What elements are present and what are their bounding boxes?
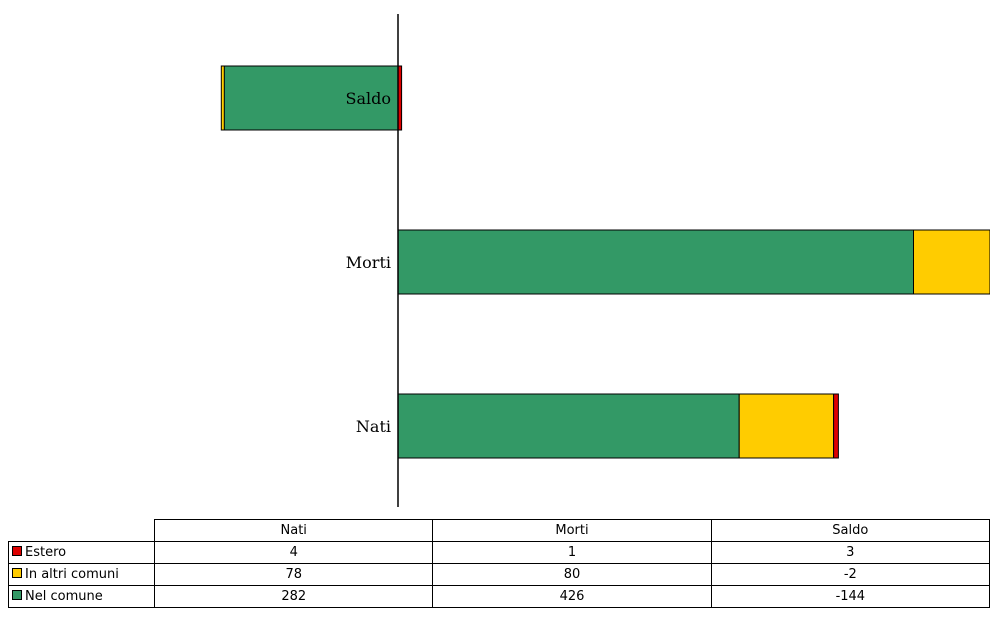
bar-morti-nel-comune — [397, 229, 914, 295]
row-header-estero: Estero — [7, 541, 156, 564]
bar-chart: Nati Morti Saldo — [220, 14, 990, 507]
legend-swatch-estero — [12, 546, 22, 556]
category-labels: Nati Morti Saldo — [346, 89, 392, 436]
table-row: In altri comuni 78 80 -2 — [7, 563, 990, 586]
legend-swatch-nel-comune — [12, 590, 22, 600]
column-header-morti: Morti — [432, 519, 712, 542]
category-label-nati: Nati — [356, 417, 391, 436]
table-row: Nel comune 282 426 -144 — [7, 585, 990, 608]
row-header-in-altri-comuni: In altri comuni — [7, 563, 156, 586]
table-cell: -2 — [710, 563, 990, 586]
category-label-morti: Morti — [346, 253, 391, 272]
bar-nati-nel-comune — [397, 393, 740, 459]
bar-saldo-in-altri-comuni — [220, 65, 225, 131]
table-row: Estero 4 1 3 — [7, 541, 990, 564]
table-cell: 80 — [432, 563, 712, 586]
legend-swatch-in-altri-comuni — [12, 568, 22, 578]
bar-nati-in-altri-comuni — [738, 393, 835, 459]
table-header-row: Nati Morti Saldo — [8, 519, 990, 542]
table-cell: -144 — [710, 585, 990, 608]
bar-saldo-nel-comune — [223, 65, 399, 131]
column-header-nati: Nati — [154, 519, 434, 542]
bars-layer — [220, 65, 990, 459]
table-cell: 4 — [154, 541, 434, 564]
bar-morti-in-altri-comuni — [913, 229, 990, 295]
table-cell: 282 — [154, 585, 434, 608]
table-corner-cell — [8, 519, 156, 542]
data-table: Nati Morti Saldo Estero 4 1 3 In altri c… — [7, 519, 990, 608]
table-cell: 426 — [432, 585, 712, 608]
row-label: Estero — [25, 545, 67, 560]
table-cell: 3 — [710, 541, 990, 564]
bar-nati-estero — [833, 393, 839, 459]
category-label-saldo: Saldo — [346, 89, 392, 108]
row-label: Nel comune — [25, 589, 103, 604]
table-cell: 78 — [154, 563, 434, 586]
row-label: In altri comuni — [25, 567, 119, 582]
row-header-nel-comune: Nel comune — [7, 585, 156, 608]
column-header-saldo: Saldo — [710, 519, 990, 542]
table-cell: 1 — [432, 541, 712, 564]
